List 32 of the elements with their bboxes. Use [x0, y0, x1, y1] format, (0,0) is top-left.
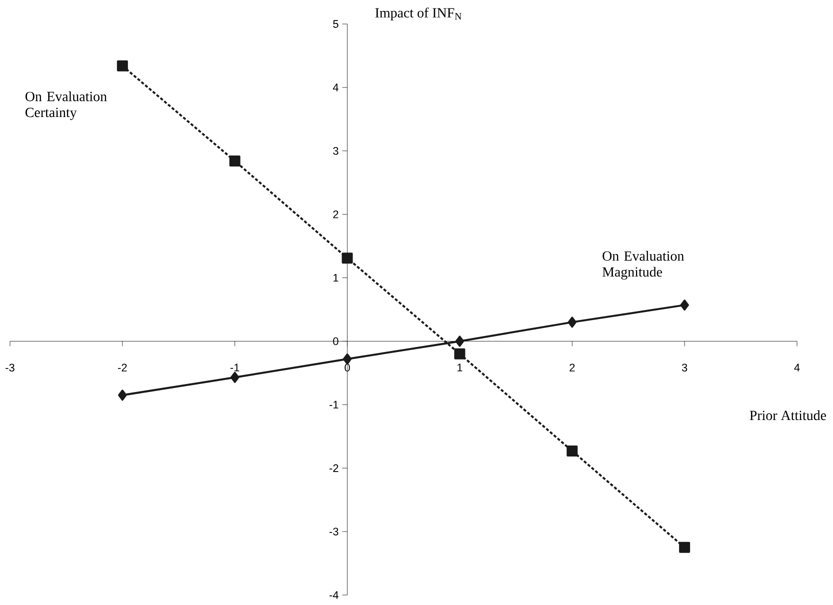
- x-tick-label: 3: [682, 364, 688, 372]
- y-tick-label: -4: [330, 591, 338, 599]
- y-tick-label: -2: [330, 464, 338, 472]
- y-tick-label: -1: [330, 400, 338, 408]
- point: [116, 60, 128, 72]
- x-tick-label: -2: [118, 364, 127, 372]
- point: [118, 390, 127, 401]
- y-tick-label: -3: [330, 528, 338, 536]
- point: [342, 353, 352, 364]
- y-tick-label: 2: [333, 210, 338, 218]
- x-tick-label: 4: [794, 364, 800, 372]
- point: [455, 336, 464, 347]
- point: [568, 316, 577, 328]
- point: [229, 156, 240, 167]
- point: [342, 252, 353, 264]
- x-tick-label: -1: [230, 364, 240, 372]
- x-axis-title: Prior Attitude: [750, 410, 826, 420]
- point: [566, 445, 578, 456]
- x-tick-label: 1: [457, 364, 462, 372]
- x-tick-label: -3: [6, 364, 14, 372]
- x-tick-label: 2: [570, 364, 575, 372]
- series-label: On Evaluation Certainty: [26, 91, 107, 120]
- y-axis-title: Impact of INF$_{N}$: [375, 8, 462, 20]
- y-tick-label: 5: [333, 20, 338, 28]
- series-label: On Evaluation Magnitude: [602, 250, 684, 280]
- y-tick-label: 3: [333, 147, 338, 155]
- point: [230, 372, 240, 383]
- point: [454, 348, 466, 360]
- point: [680, 300, 689, 311]
- point: [679, 542, 690, 553]
- y-tick-label: 4: [332, 84, 338, 92]
- y-tick-label: 1: [333, 274, 338, 282]
